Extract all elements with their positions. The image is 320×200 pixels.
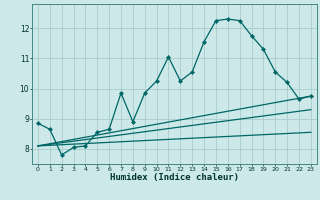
X-axis label: Humidex (Indice chaleur): Humidex (Indice chaleur) xyxy=(110,173,239,182)
